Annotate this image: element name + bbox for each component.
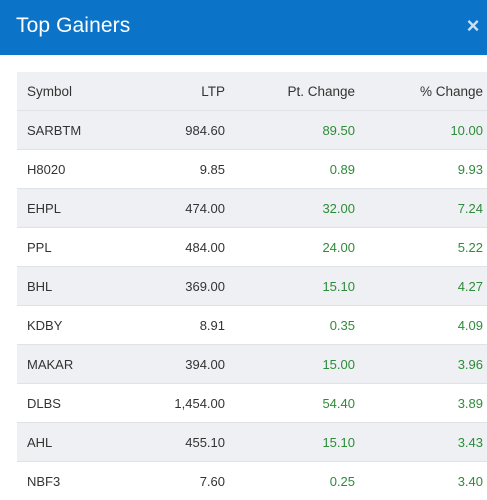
top-gainers-table: Symbol LTP Pt. Change % Change SARBTM 98… (17, 72, 487, 500)
table-row[interactable]: PPL 484.00 24.00 5.22 (17, 228, 487, 267)
modal-body: Symbol LTP Pt. Change % Change SARBTM 98… (0, 55, 487, 496)
cell-symbol: AHL (17, 423, 127, 462)
cell-symbol: EHPL (17, 189, 127, 228)
table-row[interactable]: SARBTM 984.60 89.50 10.00 (17, 111, 487, 150)
column-header-ltp[interactable]: LTP (127, 72, 225, 111)
close-icon[interactable]: × (463, 14, 483, 38)
modal-title: Top Gainers (16, 12, 130, 40)
modal-header: Top Gainers × (0, 0, 487, 55)
cell-ltp: 369.00 (127, 267, 225, 306)
cell-pct-change: 5.22 (355, 228, 487, 267)
cell-ltp: 455.10 (127, 423, 225, 462)
cell-pct-change: 4.09 (355, 306, 487, 345)
cell-pct-change: 3.89 (355, 384, 487, 423)
cell-pct-change: 9.93 (355, 150, 487, 189)
cell-symbol: NBF3 (17, 462, 127, 500)
cell-pt-change: 32.00 (225, 189, 355, 228)
table-header-row: Symbol LTP Pt. Change % Change (17, 72, 487, 111)
cell-pt-change: 24.00 (225, 228, 355, 267)
cell-symbol: PPL (17, 228, 127, 267)
cell-pt-change: 54.40 (225, 384, 355, 423)
column-header-symbol[interactable]: Symbol (17, 72, 127, 111)
cell-ltp: 474.00 (127, 189, 225, 228)
cell-symbol: MAKAR (17, 345, 127, 384)
table-row[interactable]: AHL 455.10 15.10 3.43 (17, 423, 487, 462)
table-row[interactable]: DLBS 1,454.00 54.40 3.89 (17, 384, 487, 423)
cell-ltp: 394.00 (127, 345, 225, 384)
cell-pct-change: 3.96 (355, 345, 487, 384)
cell-pt-change: 89.50 (225, 111, 355, 150)
table-row[interactable]: KDBY 8.91 0.35 4.09 (17, 306, 487, 345)
cell-pt-change: 15.10 (225, 423, 355, 462)
column-header-pt-change[interactable]: Pt. Change (225, 72, 355, 111)
table-body: SARBTM 984.60 89.50 10.00 H8020 9.85 0.8… (17, 111, 487, 500)
cell-ltp: 8.91 (127, 306, 225, 345)
table-row[interactable]: MAKAR 394.00 15.00 3.96 (17, 345, 487, 384)
gainers-table-container: Symbol LTP Pt. Change % Change SARBTM 98… (17, 72, 484, 500)
cell-pt-change: 0.35 (225, 306, 355, 345)
cell-pct-change: 4.27 (355, 267, 487, 306)
cell-pct-change: 3.43 (355, 423, 487, 462)
cell-pt-change: 15.10 (225, 267, 355, 306)
table-row[interactable]: NBF3 7.60 0.25 3.40 (17, 462, 487, 500)
cell-pct-change: 10.00 (355, 111, 487, 150)
table-row[interactable]: EHPL 474.00 32.00 7.24 (17, 189, 487, 228)
table-row[interactable]: BHL 369.00 15.10 4.27 (17, 267, 487, 306)
cell-pct-change: 3.40 (355, 462, 487, 500)
cell-ltp: 484.00 (127, 228, 225, 267)
cell-ltp: 984.60 (127, 111, 225, 150)
cell-pt-change: 0.25 (225, 462, 355, 500)
cell-ltp: 7.60 (127, 462, 225, 500)
cell-symbol: DLBS (17, 384, 127, 423)
cell-pt-change: 0.89 (225, 150, 355, 189)
cell-symbol: BHL (17, 267, 127, 306)
cell-symbol: SARBTM (17, 111, 127, 150)
cell-pct-change: 7.24 (355, 189, 487, 228)
cell-pt-change: 15.00 (225, 345, 355, 384)
table-row[interactable]: H8020 9.85 0.89 9.93 (17, 150, 487, 189)
cell-ltp: 9.85 (127, 150, 225, 189)
cell-symbol: H8020 (17, 150, 127, 189)
column-header-pct-change[interactable]: % Change (355, 72, 487, 111)
cell-ltp: 1,454.00 (127, 384, 225, 423)
cell-symbol: KDBY (17, 306, 127, 345)
